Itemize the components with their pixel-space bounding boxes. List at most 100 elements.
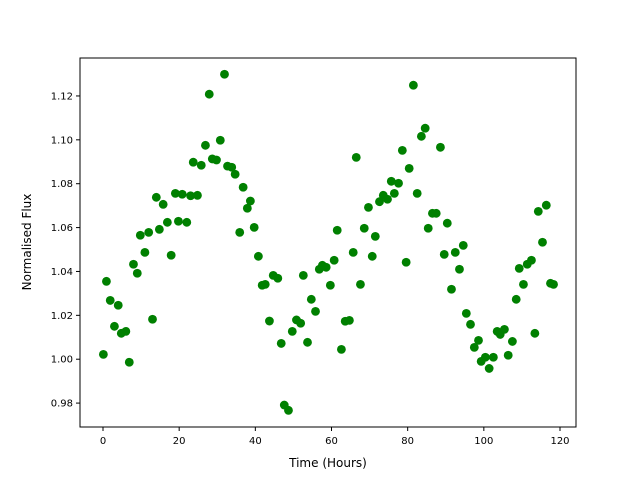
data-point [386,176,396,186]
data-point [447,284,456,294]
x-tick-label: 0 [100,436,106,447]
data-point [311,306,320,316]
data-point [439,249,449,259]
data-point [527,255,536,265]
y-axis-label: Normalised Flux [20,194,34,291]
data-point [124,357,134,367]
x-tick-label: 20 [173,436,186,447]
data-point [412,188,422,198]
data-point [474,335,483,345]
data-point [230,169,240,179]
data-point [306,294,316,304]
data-point [394,178,403,188]
data-point [356,280,365,289]
data-point [273,273,283,283]
data-point [303,337,312,347]
data-point [193,190,202,200]
data-point [397,145,407,155]
data-point [436,142,445,152]
data-point [325,280,335,290]
data-point [549,280,558,289]
data-point [408,80,418,90]
data-point [538,237,547,247]
data-point [110,321,119,331]
x-tick-label: 80 [401,436,414,447]
data-point [287,326,297,336]
data-point [337,344,346,354]
data-point [367,251,377,261]
data-point [177,189,187,199]
data-point [140,247,150,257]
x-tick-label: 120 [550,436,569,447]
data-point [466,319,475,329]
data-point [105,296,115,305]
y-tick-label: 1.08 [51,179,73,190]
data-point [260,280,270,289]
data-point [348,247,358,257]
data-point [158,199,168,209]
data-point [238,182,248,192]
data-point [162,217,172,227]
data-point [188,157,198,167]
data-point [253,251,263,261]
y-tick-label: 0.98 [51,399,73,410]
y-tick-label: 1.06 [51,223,73,234]
data-point [332,225,342,235]
data-point [154,224,164,234]
x-axis-label: Time (Hours) [288,456,367,470]
data-point [235,228,245,237]
data-point [298,271,308,280]
y-tick-label: 1.12 [51,91,73,102]
data-point [204,89,214,99]
data-point [375,197,384,207]
data-point [458,240,468,250]
data-point [461,308,471,318]
y-tick-label: 1.04 [51,267,73,278]
data-point [423,223,433,233]
data-point [170,188,180,198]
y-tick-label: 1.02 [51,311,73,322]
data-point [503,350,513,360]
data-point [186,191,195,201]
data-point [174,216,183,226]
data-point [345,315,354,325]
data-point [182,217,192,227]
data-point [500,324,509,334]
data-point [351,152,361,162]
data-point [420,123,430,133]
data-point [389,188,399,198]
data-point [329,255,339,265]
data-point [364,202,373,212]
data-point [484,364,494,373]
data-point [166,250,176,260]
data-point [102,276,111,286]
data-point [148,314,157,324]
data-point [469,342,479,352]
data-point [530,328,540,338]
data-point [296,318,306,328]
data-point [480,352,490,362]
data-point [135,230,145,240]
x-tick-label: 60 [325,436,338,447]
data-point [98,349,108,359]
data-point [276,339,286,348]
data-point [321,262,331,272]
data-point [431,208,441,218]
data-point [215,135,225,145]
data-point [151,192,161,202]
data-point [541,200,551,210]
data-point [284,405,293,415]
data-point [416,131,426,141]
data-point [201,140,210,150]
data-point [129,259,138,269]
data-point [144,228,154,237]
data-point [242,203,252,213]
data-point [196,160,206,170]
data-point [383,194,392,204]
data-point [533,206,543,216]
y-tick-label: 1.00 [51,355,73,366]
data-point [455,264,464,274]
data-point [265,316,274,326]
data-point [442,218,452,228]
